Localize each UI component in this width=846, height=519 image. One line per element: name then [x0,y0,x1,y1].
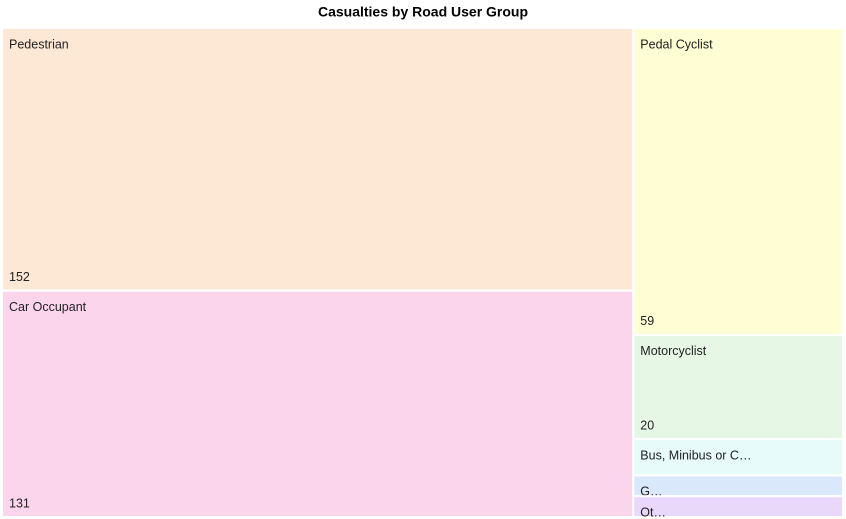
tile-label: G… [640,485,662,499]
tile [1,289,635,518]
tile [632,474,844,498]
tile-label: Pedal Cyclist [640,37,713,51]
chart-title: Casualties by Road User Group [318,4,528,20]
tile-value: 131 [9,496,30,510]
tile [632,27,844,336]
tile-label: Bus, Minibus or C… [640,448,751,462]
tile-label: Car Occupant [9,300,87,314]
tile-value: 59 [640,314,654,328]
tile-label: Pedestrian [9,37,69,51]
tile [1,27,635,292]
tile-label: Motorcyclist [640,344,707,358]
tile-label: Ot… [640,505,666,519]
tile [632,437,844,477]
tile-value: 20 [640,418,654,432]
tile [632,495,844,519]
tile-value: 152 [9,270,30,284]
tile [632,333,844,440]
